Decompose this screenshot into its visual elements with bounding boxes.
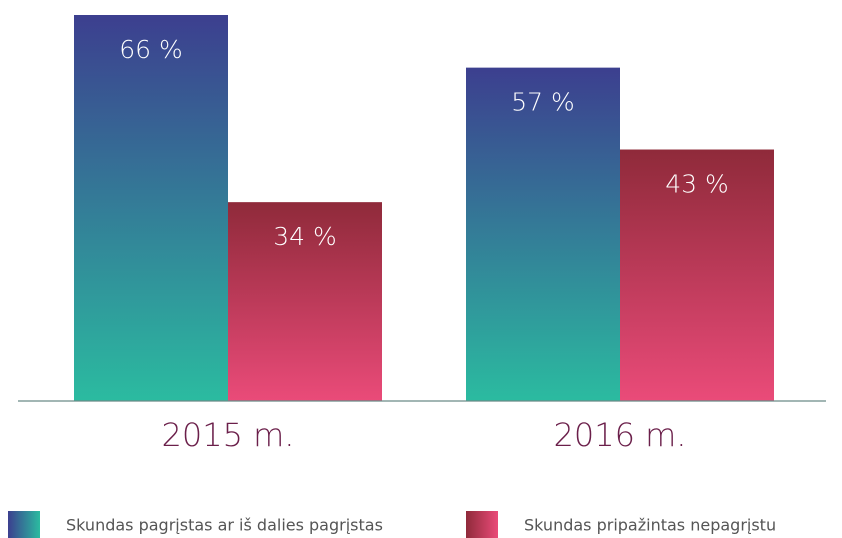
value-label: 43 % (665, 170, 729, 199)
x-tick-label: 2015 m. (162, 416, 295, 454)
bar (228, 202, 382, 401)
legend-swatch (466, 511, 498, 538)
value-label: 34 % (273, 222, 337, 251)
value-label: 57 % (511, 88, 575, 117)
bar (74, 15, 228, 401)
x-tick-label: 2016 m. (554, 416, 687, 454)
bar (466, 67, 620, 402)
legend-label: Skundas pagrįstas ar iš dalies pagrįstas (66, 516, 383, 535)
legend-swatch (8, 511, 40, 538)
bar (620, 149, 774, 401)
value-label: 66 % (119, 35, 183, 64)
legend-label: Skundas pripažintas nepagrįstu (524, 516, 776, 535)
